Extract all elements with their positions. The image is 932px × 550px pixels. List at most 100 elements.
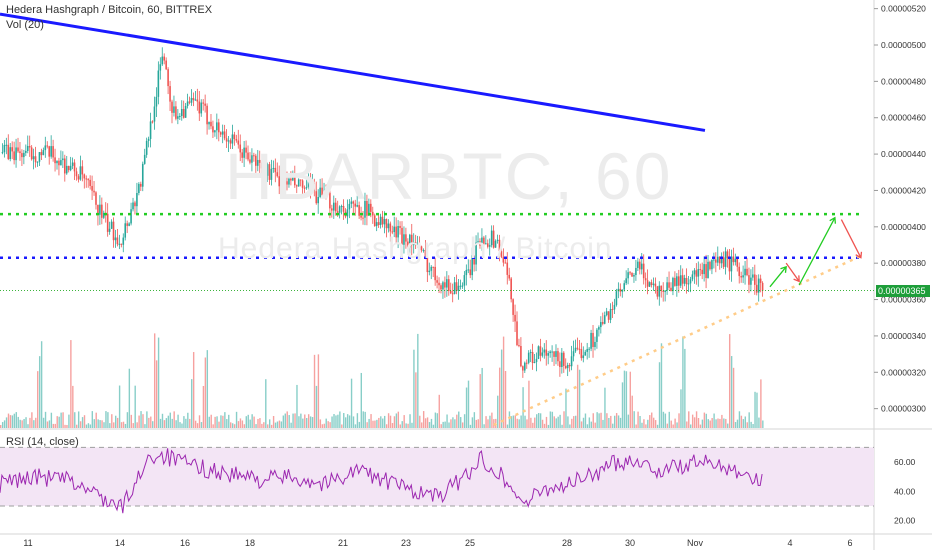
candle-body bbox=[391, 231, 394, 233]
volume-bar bbox=[142, 414, 144, 428]
last-price-tag: 0.00000365 bbox=[876, 285, 930, 297]
candle-body bbox=[15, 147, 17, 161]
candle-body bbox=[510, 278, 512, 300]
candle-body bbox=[652, 283, 655, 286]
volume-bar bbox=[263, 422, 265, 428]
candle-body bbox=[467, 269, 470, 271]
candle-body bbox=[750, 277, 752, 285]
volume-bar bbox=[360, 372, 362, 428]
candle-body bbox=[681, 275, 684, 284]
candle-body bbox=[488, 245, 491, 247]
candle-body bbox=[644, 278, 647, 281]
candle-body bbox=[373, 215, 376, 227]
candle-body bbox=[368, 203, 370, 216]
candle-body bbox=[588, 348, 590, 350]
candle-body bbox=[225, 138, 228, 142]
x-tick-label: 23 bbox=[401, 538, 411, 548]
y-tick-label: 0.00000300 bbox=[881, 404, 926, 414]
volume-bar bbox=[440, 424, 442, 428]
x-tick-label: 30 bbox=[625, 538, 635, 548]
volume-bar bbox=[571, 418, 573, 428]
volume-bar bbox=[183, 416, 185, 428]
candle-body bbox=[93, 190, 95, 193]
candle-body bbox=[108, 228, 111, 232]
volume-bar bbox=[337, 414, 339, 428]
volume-bar bbox=[391, 423, 394, 428]
candle-body bbox=[180, 109, 183, 116]
volume-bar bbox=[752, 424, 754, 428]
candle-body bbox=[543, 349, 546, 353]
volume-bar bbox=[218, 421, 220, 428]
volume-bar bbox=[623, 370, 626, 428]
candle-body bbox=[194, 99, 197, 101]
volume-bar bbox=[438, 394, 440, 428]
candle-body bbox=[654, 283, 657, 287]
volume-bar bbox=[615, 413, 618, 428]
volume-bar bbox=[296, 384, 298, 428]
volume-bar bbox=[721, 414, 723, 428]
volume-bar bbox=[60, 412, 62, 428]
volume-bar bbox=[582, 417, 585, 428]
candle-body bbox=[309, 181, 312, 191]
candle-body bbox=[188, 101, 191, 103]
candle-body bbox=[640, 263, 643, 270]
candle-body bbox=[153, 106, 156, 122]
arrow-head bbox=[780, 265, 787, 273]
volume-bar bbox=[222, 415, 224, 428]
candle-body bbox=[442, 282, 444, 290]
y-tick-label: 0.00000520 bbox=[881, 4, 926, 14]
candle-body bbox=[151, 121, 154, 123]
candle-body bbox=[284, 173, 286, 182]
candle-body bbox=[184, 106, 187, 118]
candle-body bbox=[342, 205, 345, 212]
x-tick-label: 14 bbox=[115, 538, 125, 548]
candle-body bbox=[332, 202, 335, 211]
candle-body bbox=[120, 243, 123, 245]
volume-bar bbox=[50, 412, 53, 428]
volume-bar bbox=[742, 419, 745, 428]
candle-body bbox=[742, 275, 744, 278]
candle-body bbox=[186, 101, 189, 107]
candle-body bbox=[432, 266, 434, 268]
candle-body bbox=[625, 278, 627, 284]
candle-body bbox=[685, 277, 688, 285]
volume-bar bbox=[500, 349, 503, 428]
volume-bar bbox=[157, 337, 160, 428]
volume-bar bbox=[132, 423, 134, 428]
volume-bar bbox=[678, 413, 680, 428]
volume-bar bbox=[70, 340, 72, 428]
volume-bar bbox=[740, 415, 743, 428]
volume-bar bbox=[508, 411, 511, 428]
candle-body bbox=[438, 282, 440, 286]
volume-bar bbox=[469, 424, 472, 428]
candle-body bbox=[520, 346, 522, 367]
volume-bar bbox=[206, 350, 209, 428]
volume-bar bbox=[590, 421, 593, 428]
volume-bar bbox=[627, 414, 630, 428]
rsi-line bbox=[0, 448, 763, 514]
volume-bar bbox=[485, 416, 487, 428]
volume-bar bbox=[532, 422, 534, 428]
candle-body bbox=[375, 222, 378, 227]
candle-body bbox=[350, 201, 353, 204]
volume-bar bbox=[736, 419, 739, 428]
volume-bar bbox=[520, 415, 522, 428]
candle-body bbox=[169, 86, 171, 102]
rsi-legend: RSI (14, close) bbox=[6, 436, 79, 448]
volume-bar bbox=[528, 380, 530, 428]
candle-body bbox=[299, 179, 302, 181]
volume-bar bbox=[292, 413, 294, 428]
candle-body bbox=[340, 205, 343, 207]
volume-bar bbox=[621, 382, 624, 428]
volume-bar bbox=[284, 413, 286, 428]
volume-bar bbox=[563, 411, 565, 428]
candle-body bbox=[13, 151, 15, 161]
candle-body bbox=[141, 163, 144, 187]
symbol-title: Hedera Hashgraph / Bitcoin, 60, BITTREX bbox=[6, 4, 213, 16]
arrow-head bbox=[855, 251, 863, 259]
candle-body bbox=[317, 197, 319, 204]
volume-bar bbox=[83, 415, 86, 428]
volume-bar bbox=[15, 412, 17, 428]
volume-bar bbox=[3, 420, 6, 428]
